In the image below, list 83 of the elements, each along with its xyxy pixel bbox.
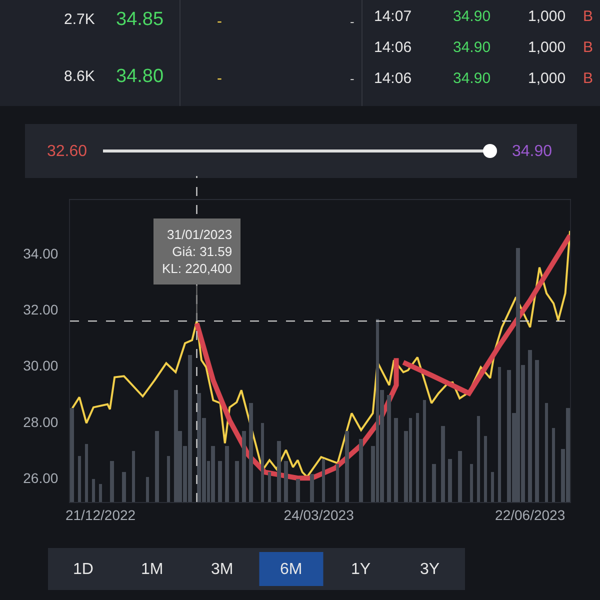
bar (387, 395, 391, 502)
text: 6M (280, 561, 302, 578)
bar (277, 441, 281, 502)
text: 8.6K (64, 68, 95, 85)
text: 1Y (351, 561, 371, 578)
text: - (350, 71, 354, 86)
bar (359, 439, 363, 502)
bar (345, 431, 349, 502)
bar (470, 464, 473, 502)
bar (146, 477, 149, 502)
x-tick-label: 21/12/2022 (65, 506, 136, 523)
annotation: 31/01/2023 Giá: 31.59 KL: 220,400 (162, 227, 232, 276)
bar (545, 403, 548, 502)
bar (432, 464, 436, 502)
text: - (217, 70, 222, 87)
text: 3Y (420, 561, 440, 578)
bar (85, 444, 88, 502)
y-tick-label: 26.00 (23, 470, 58, 486)
bar (235, 461, 239, 502)
text: - (350, 14, 354, 29)
text: 14:06 (374, 39, 412, 56)
bar (336, 464, 339, 502)
text: 1D (73, 561, 94, 578)
bar (155, 431, 159, 502)
bar (70, 408, 74, 502)
text: 1,000 (528, 8, 566, 25)
bar (242, 431, 246, 502)
bar (477, 416, 480, 502)
bar (122, 472, 126, 502)
text: 1M (141, 561, 164, 578)
bar (249, 403, 253, 502)
bar (284, 461, 288, 502)
bar (484, 436, 487, 502)
bar (92, 479, 95, 502)
text: 1,000 (528, 39, 566, 56)
text: 3M (211, 561, 234, 578)
y-tick-label: 32.00 (23, 301, 58, 318)
bar (110, 461, 114, 502)
text: 14:07 (374, 8, 412, 25)
line-series (71, 230, 570, 478)
bar (535, 360, 539, 502)
text: - (217, 13, 222, 30)
bar (268, 472, 271, 502)
bar (498, 367, 501, 502)
bar (78, 456, 81, 502)
text: 34.90 (453, 70, 491, 87)
bar (394, 418, 398, 502)
bar (528, 350, 532, 502)
bar (211, 446, 215, 502)
text: 34.90 (453, 8, 491, 25)
x-tick-label: 22/06/2023 (495, 506, 566, 523)
text: B (583, 70, 594, 87)
text: B (583, 39, 594, 56)
text: B (583, 8, 594, 25)
bar (132, 451, 135, 502)
text: 34.90 (453, 39, 491, 56)
bar (441, 426, 445, 502)
bar (174, 390, 178, 502)
bar (167, 456, 170, 502)
bar (322, 459, 325, 502)
text: 32.60 (47, 143, 88, 160)
text: 34.80 (116, 66, 164, 87)
text: 34.90 (512, 143, 552, 160)
bar (448, 459, 452, 502)
bar (218, 461, 222, 502)
bar (225, 446, 229, 502)
x-tick-label: 24/03/2023 (284, 506, 354, 523)
bar (296, 479, 300, 502)
text: 34.85 (116, 9, 164, 30)
text: 1,000 (528, 70, 566, 87)
text: 2.7K (64, 11, 95, 28)
bar (99, 484, 102, 502)
bar (458, 451, 462, 502)
bar (491, 472, 494, 502)
y-tick-label: 30.00 (23, 358, 58, 374)
bar (423, 400, 426, 502)
y-tick-label: 34.00 (23, 245, 58, 262)
text: 14:06 (374, 70, 412, 87)
y-tick-label: 28.00 (23, 414, 58, 430)
bar (310, 474, 314, 502)
bar (552, 428, 555, 502)
bar (416, 413, 419, 502)
bar (261, 423, 264, 502)
